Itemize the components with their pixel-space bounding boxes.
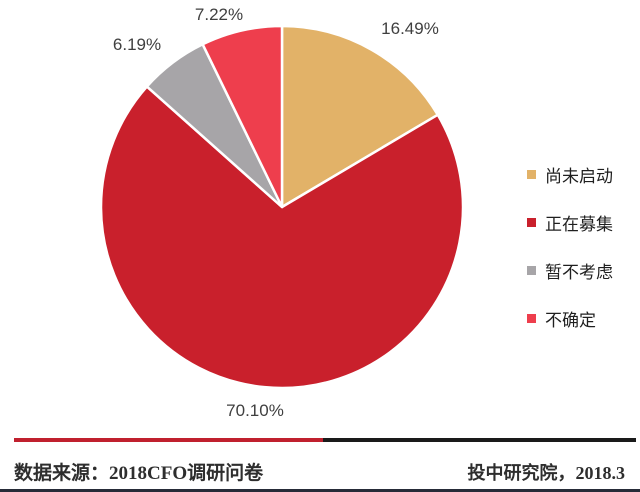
- pie-label-not-started: 16.49%: [381, 19, 439, 38]
- legend: 尚未启动 正在募集 暂不考虑 不确定: [527, 164, 613, 356]
- legend-label: 暂不考虑: [545, 262, 613, 282]
- legend-item-fundraising: 正在募集: [527, 212, 613, 234]
- pie-slice-0: [280, 24, 439, 209]
- divider-black-segment: [323, 438, 636, 442]
- legend-item-not-started: 尚未启动: [527, 164, 613, 186]
- legend-swatch-red-icon: [527, 313, 536, 323]
- pie-label-fundraising: 70.10%: [226, 401, 284, 420]
- legend-item-not-considering: 暂不考虑: [527, 260, 613, 282]
- pie-slice-1: [99, 85, 465, 390]
- data-source-text: 数据来源：2018CFO调研问卷: [14, 463, 264, 484]
- pie-slice-3: [201, 24, 284, 209]
- credit-text: 投中研究院，2018.3: [467, 463, 626, 483]
- legend-item-uncertain: 不确定: [527, 308, 613, 330]
- bottom-border-bar: [0, 489, 640, 492]
- legend-label: 尚未启动: [545, 166, 613, 186]
- legend-label: 不确定: [545, 310, 596, 330]
- legend-swatch-gray-icon: [527, 265, 536, 275]
- pie-label-not-considering: 6.19%: [112, 35, 162, 54]
- legend-label: 正在募集: [545, 214, 613, 234]
- legend-swatch-darkred-icon: [527, 217, 536, 227]
- legend-swatch-gold-icon: [527, 169, 536, 179]
- divider-red-segment: [14, 438, 323, 442]
- pie-label-uncertain: 7.22%: [194, 5, 244, 24]
